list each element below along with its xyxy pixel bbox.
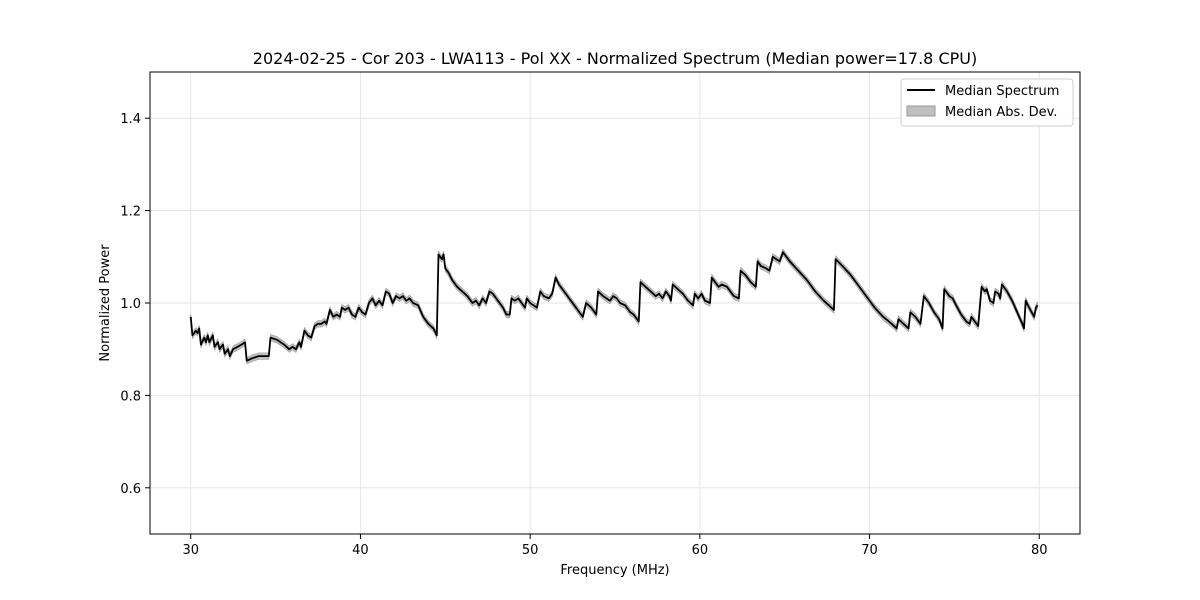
y-axis-ticks: 0.6 0.8 1.0 1.2 1.4 (120, 112, 150, 497)
y-tick-label: 0.6 (120, 482, 141, 497)
y-tick-label: 1.0 (120, 297, 141, 312)
y-tick-label: 0.8 (120, 389, 141, 404)
legend-label-median-abs-dev: Median Abs. Dev. (945, 105, 1057, 120)
median-line-layer (189, 251, 1039, 362)
x-tick-label: 80 (1031, 543, 1048, 558)
x-axis-label: Frequency (MHz) (560, 563, 669, 578)
x-axis-ticks: 30 40 50 60 70 80 (182, 534, 1048, 558)
median-abs-dev-band (190, 248, 1038, 365)
y-axis-label: Normalized Power (98, 244, 113, 362)
median-spectrum-line (189, 251, 1039, 362)
legend-band-swatch (906, 105, 936, 117)
chart-title: 2024-02-25 - Cor 203 - LWA113 - Pol XX -… (253, 49, 977, 68)
x-tick-label: 60 (692, 543, 709, 558)
legend-box (900, 78, 1074, 127)
legend-label-median-spectrum: Median Spectrum (945, 84, 1059, 99)
mad-band-layer (190, 248, 1038, 365)
x-tick-label: 30 (182, 543, 199, 558)
legend: Median Spectrum Median Abs. Dev. (900, 78, 1074, 127)
x-tick-label: 50 (522, 543, 539, 558)
x-tick-label: 40 (352, 543, 369, 558)
y-tick-label: 1.4 (120, 112, 141, 127)
y-tick-label: 1.2 (120, 205, 141, 220)
x-tick-label: 70 (861, 543, 878, 558)
